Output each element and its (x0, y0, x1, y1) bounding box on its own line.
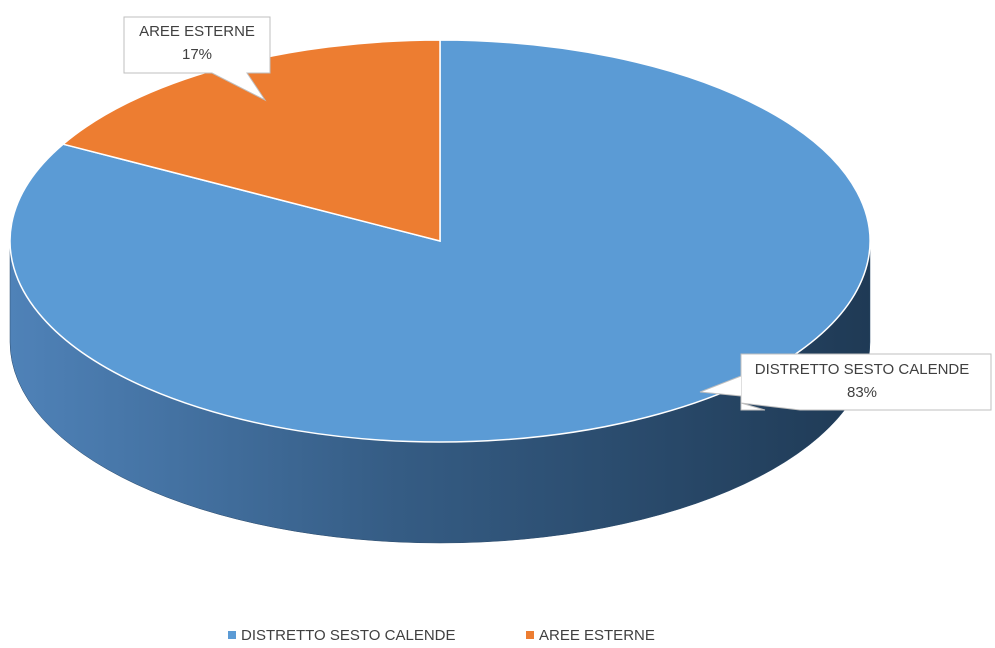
data-label-value-aree-esterne: 17% (182, 46, 212, 63)
legend-item-distretto-sesto-calende[interactable]: DISTRETTO SESTO CALENDE (228, 627, 456, 644)
legend-swatch-aree-esterne (526, 631, 534, 639)
legend-label-distretto: DISTRETTO SESTO CALENDE (241, 627, 456, 644)
legend-swatch-distretto (228, 631, 236, 639)
data-label-category-aree-esterne: AREE ESTERNE (139, 23, 255, 40)
data-label-aree-esterne: AREE ESTERNE 17% (123, 16, 271, 102)
legend-label-aree-esterne: AREE ESTERNE (539, 627, 655, 644)
legend-item-aree-esterne[interactable]: AREE ESTERNE (526, 627, 655, 644)
data-label-category-distretto: DISTRETTO SESTO CALENDE (755, 361, 970, 378)
data-label-distretto-sesto-calende: DISTRETTO SESTO CALENDE 83% (699, 353, 992, 411)
data-label-box-distretto (740, 353, 992, 411)
data-label-box-aree-esterne (123, 16, 271, 102)
data-label-pointer-distretto (699, 375, 742, 397)
legend: DISTRETTO SESTO CALENDE AREE ESTERNE (228, 627, 655, 644)
data-label-value-distretto: 83% (847, 384, 877, 401)
